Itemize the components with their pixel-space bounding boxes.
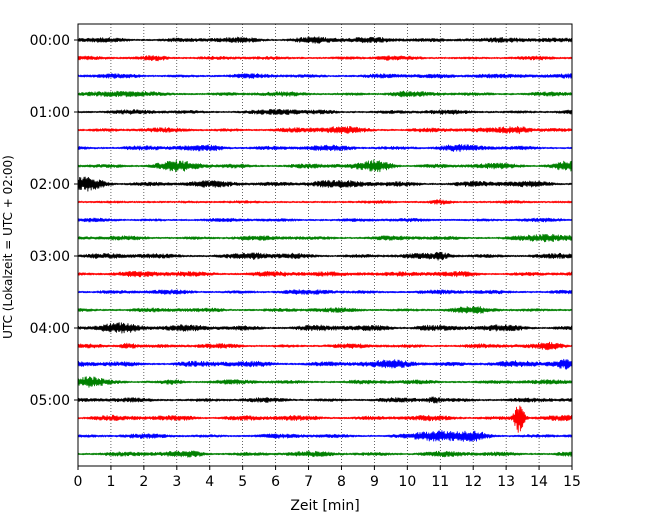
- trace-0115: [77, 125, 573, 135]
- x-tick-label: 12: [464, 474, 482, 490]
- y-tick-label: 01:00: [30, 105, 70, 121]
- trace-0330: [77, 289, 573, 295]
- x-tick-label: 3: [172, 474, 181, 490]
- trace-0345: [77, 305, 573, 314]
- trace-0400: [77, 322, 573, 334]
- y-tick-label: 03:00: [30, 249, 70, 265]
- trace-0515: [77, 405, 573, 433]
- trace-0245: [77, 233, 573, 243]
- x-tick-label: 11: [431, 474, 449, 490]
- trace-0045: [77, 90, 573, 98]
- x-tick-label: 13: [497, 474, 515, 490]
- y-tick-label: 00:00: [30, 33, 70, 49]
- x-tick-label: 14: [530, 474, 548, 490]
- x-tick-label: 5: [238, 474, 247, 490]
- trace-0130: [77, 144, 573, 153]
- trace-0200: [77, 176, 573, 192]
- y-tick-label: 05:00: [30, 393, 70, 409]
- x-tick-label: 9: [370, 474, 379, 490]
- x-tick-label: 15: [563, 474, 581, 490]
- x-tick-label: 7: [304, 474, 313, 490]
- trace-0530: [77, 430, 573, 442]
- trace-0100: [77, 108, 573, 116]
- trace-0500: [77, 396, 573, 404]
- x-tick-label: 1: [106, 474, 115, 490]
- trace-0015: [77, 55, 573, 62]
- trace-0030: [77, 73, 573, 79]
- plot-frame: [77, 23, 573, 467]
- trace-0315: [77, 270, 573, 278]
- x-axis-label: Zeit [min]: [290, 498, 359, 514]
- x-tick-label: 2: [139, 474, 148, 490]
- x-tick-label: 6: [271, 474, 280, 490]
- y-axis-label: UTC (Lokalzeit = UTC + 02:00): [1, 155, 15, 339]
- trace-0445: [77, 376, 573, 388]
- x-tick-label: 4: [205, 474, 214, 490]
- y-tick-label: 02:00: [30, 177, 70, 193]
- seismic-traces: [77, 36, 573, 458]
- trace-0145: [77, 159, 573, 173]
- x-tick-label: 10: [398, 474, 416, 490]
- trace-0545: [77, 450, 573, 458]
- trace-0000: [77, 36, 573, 44]
- trace-0430: [77, 358, 573, 370]
- x-tick-label: 0: [74, 474, 83, 490]
- trace-0300: [77, 251, 573, 261]
- trace-0230: [77, 217, 573, 223]
- trace-0215: [77, 199, 573, 205]
- trace-0415: [77, 341, 573, 351]
- x-tick-label: 8: [337, 474, 346, 490]
- axis-ticks: 0 1 2 3 4 5 6 7 8 9 10 11 12 13 14 1500:0001:0002:0003:…: [30, 33, 581, 490]
- y-tick-label: 04:00: [30, 321, 70, 337]
